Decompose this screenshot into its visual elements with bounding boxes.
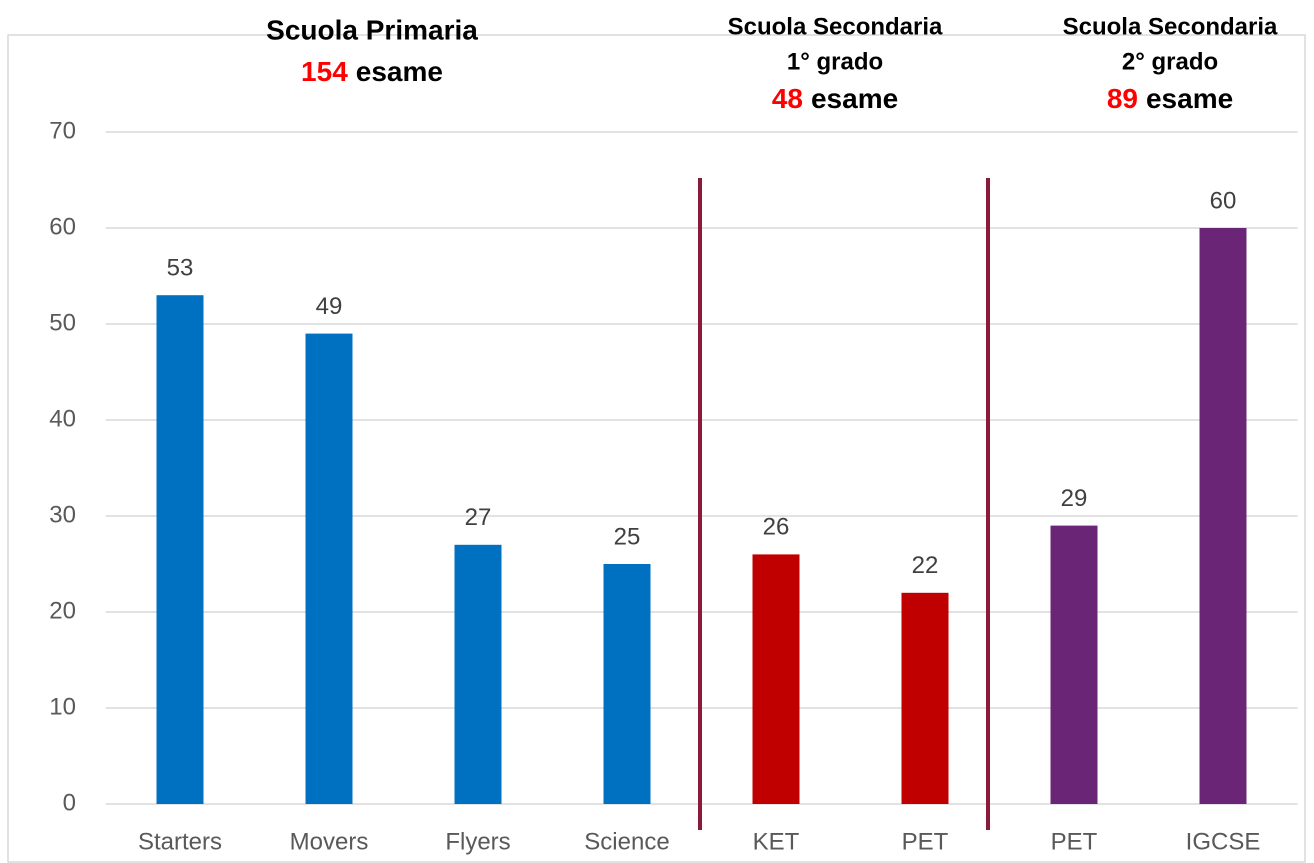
value-label: 27 <box>465 504 492 531</box>
group-title: Scuola Secondaria <box>728 13 943 40</box>
value-label: 60 <box>1210 187 1237 214</box>
x-tick-label: IGCSE <box>1186 828 1261 855</box>
value-label: 22 <box>912 552 939 579</box>
y-tick-label: 10 <box>49 693 76 720</box>
chart-frame <box>7 34 1306 863</box>
y-tick-label: 0 <box>63 789 76 816</box>
bar <box>156 295 204 804</box>
bar <box>305 333 353 804</box>
y-tick-label: 70 <box>49 117 76 144</box>
labels: 0 10 20 30 40 50 60 70 Starters 53 Movers 49 Flyers 2… <box>49 13 1278 855</box>
group-count-unit: esame <box>356 56 443 87</box>
y-tick-label: 50 <box>49 309 76 336</box>
bar <box>901 592 949 804</box>
bars <box>156 228 1247 804</box>
bar <box>1199 228 1247 804</box>
bar <box>454 544 502 804</box>
y-tick-label: 30 <box>49 501 76 528</box>
group-count-unit: esame <box>1146 83 1233 114</box>
x-tick-label: Flyers <box>445 828 510 855</box>
group-title: 1° grado <box>787 48 883 75</box>
value-label: 49 <box>316 293 343 320</box>
y-tick-label: 20 <box>49 597 76 624</box>
value-label: 53 <box>167 255 194 282</box>
grid <box>105 131 1298 805</box>
value-label: 26 <box>763 514 790 541</box>
y-tick-label: 40 <box>49 405 76 432</box>
group-count: 154 esame <box>301 56 443 87</box>
group-count-unit: esame <box>811 83 898 114</box>
value-label: 29 <box>1061 485 1088 512</box>
x-tick-label: PET <box>1051 828 1098 855</box>
bar <box>603 564 651 804</box>
group-count: 48 esame <box>772 83 898 114</box>
x-tick-label: Movers <box>290 828 369 855</box>
bar <box>752 554 800 804</box>
bar <box>1050 525 1098 804</box>
group-title: Scuola Primaria <box>266 14 478 45</box>
value-label: 25 <box>614 523 641 550</box>
group-count: 89 esame <box>1107 83 1233 114</box>
x-tick-label: Starters <box>138 828 222 855</box>
x-tick-label: Science <box>584 828 669 855</box>
group-count-number: 48 <box>772 83 803 114</box>
group-title: 2° grado <box>1122 48 1218 75</box>
group-count-number: 89 <box>1107 83 1138 114</box>
group-count-number: 154 <box>301 56 348 87</box>
x-tick-label: KET <box>753 828 800 855</box>
x-tick-label: PET <box>902 828 949 855</box>
group-title: Scuola Secondaria <box>1063 13 1278 40</box>
y-tick-label: 60 <box>49 213 76 240</box>
